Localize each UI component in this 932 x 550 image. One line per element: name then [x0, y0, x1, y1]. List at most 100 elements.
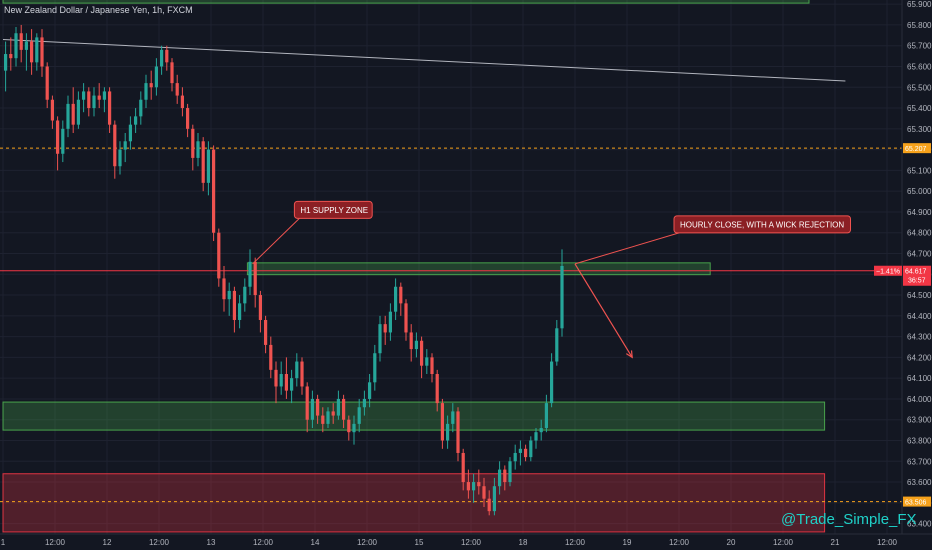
price-tick-label: 65.000 — [907, 187, 932, 196]
candle-body — [160, 49, 164, 67]
candle-body — [144, 83, 148, 100]
candle-body — [30, 41, 34, 63]
candle-body — [139, 99, 143, 117]
candle-body — [71, 103, 75, 125]
candle-body — [123, 141, 127, 150]
candle — [300, 357, 304, 395]
candle — [472, 473, 476, 503]
time-tick-label: 12:00 — [877, 538, 898, 547]
candle — [326, 407, 330, 429]
price-tick-label: 63.800 — [907, 436, 932, 445]
candle — [383, 315, 387, 345]
price-tick-label: 64.100 — [907, 374, 932, 383]
candle-body — [430, 357, 434, 375]
price-tick-label: 64.500 — [907, 291, 932, 300]
candle-body — [24, 41, 28, 50]
candle — [316, 394, 320, 424]
candle — [560, 249, 564, 337]
candle-body — [446, 423, 450, 441]
candle-body — [524, 448, 528, 458]
candle — [394, 278, 398, 320]
candle-body — [466, 482, 470, 491]
trendline-layer — [2, 38, 846, 82]
candle-body — [425, 357, 429, 366]
candle-body — [472, 482, 476, 491]
candle — [19, 24, 23, 63]
candle — [430, 353, 434, 383]
price-tick-label: 64.400 — [907, 312, 932, 321]
price-tag-countdown: 36:57 — [908, 278, 926, 285]
candle-body — [368, 382, 372, 399]
price-axis[interactable]: 63.40063.50063.60063.70063.80063.90064.0… — [874, 0, 932, 550]
candle — [4, 41, 8, 92]
candle — [160, 45, 164, 75]
candle — [71, 87, 75, 133]
candle-body — [66, 103, 70, 129]
price-tick-label: 65.500 — [907, 83, 932, 92]
price-tick-label: 65.400 — [907, 104, 932, 113]
time-axis[interactable]: 1 12:00 12 12:00 13 12:00 14 12:00 15 12:00 18 12:0… — [0, 533, 932, 550]
candle — [87, 87, 91, 117]
candle-body — [352, 423, 356, 433]
time-tick-label: 20 — [727, 538, 736, 547]
price-tag-label: 64.617 — [905, 269, 927, 276]
price-tick-label: 65.800 — [907, 21, 932, 30]
candle-body — [232, 290, 236, 320]
candle — [108, 87, 112, 133]
candle-body — [206, 149, 210, 183]
candle-body — [529, 440, 533, 458]
annotation-box — [293, 200, 373, 219]
time-tick-label: 12:00 — [45, 538, 66, 547]
candle — [498, 461, 502, 495]
zones-layer — [2, 0, 826, 533]
candle — [180, 87, 184, 117]
candle-body — [477, 482, 481, 487]
percent-change-label: −1.41% — [876, 269, 900, 276]
candle-body — [128, 124, 132, 142]
candle-body — [191, 128, 195, 158]
price-tick-label: 63.900 — [907, 416, 932, 425]
candle-body — [290, 378, 294, 391]
candle — [134, 108, 138, 133]
candles-layer — [4, 24, 564, 516]
candle — [482, 477, 486, 507]
candle — [128, 116, 132, 150]
candle — [529, 436, 533, 462]
candle — [456, 407, 460, 462]
candle — [414, 332, 418, 358]
candle — [139, 91, 143, 125]
time-axis-background — [0, 534, 932, 550]
candle-body — [498, 469, 502, 487]
annotation-text: HOURLY CLOSE, WITH A WICK REJECTION — [680, 220, 844, 229]
candle — [40, 29, 44, 77]
candle — [508, 457, 512, 487]
candle-body — [274, 369, 278, 387]
candle-body — [201, 141, 205, 183]
candle — [82, 83, 86, 113]
candle — [97, 83, 101, 109]
candle-body — [238, 303, 242, 320]
time-tick-label: 18 — [519, 538, 528, 547]
candle-body — [482, 486, 486, 499]
candle — [518, 440, 522, 466]
candle — [290, 369, 294, 404]
candle-body — [222, 278, 226, 300]
candle — [238, 295, 242, 329]
candle — [113, 120, 117, 179]
candle — [534, 428, 538, 449]
time-tick-label: 12:00 — [773, 538, 794, 547]
candle-body — [186, 108, 190, 129]
price-tick-label: 64.700 — [907, 249, 932, 258]
candle — [206, 141, 210, 196]
candle-body — [45, 66, 49, 100]
candle-body — [451, 411, 455, 424]
candle-body — [383, 324, 387, 333]
candle — [440, 398, 444, 449]
candle — [362, 390, 366, 416]
candle — [446, 415, 450, 449]
price-tick-label: 64.300 — [907, 333, 932, 342]
candle — [524, 444, 528, 462]
candle — [550, 353, 554, 408]
candle — [321, 407, 325, 433]
